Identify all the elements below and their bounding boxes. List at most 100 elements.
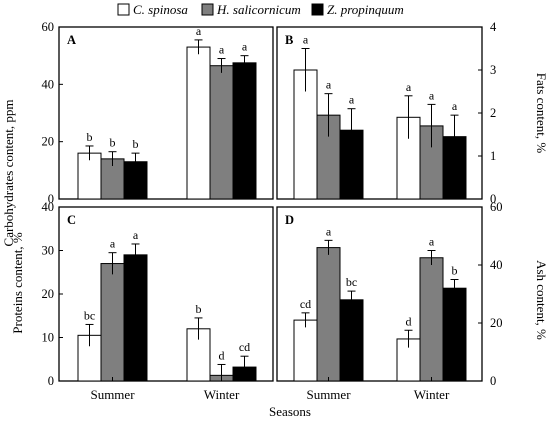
significance-letter: a bbox=[406, 80, 412, 94]
bar bbox=[419, 257, 444, 382]
significance-letter: a bbox=[326, 224, 332, 238]
bar bbox=[209, 65, 234, 200]
error-bar bbox=[85, 323, 94, 347]
bar bbox=[339, 299, 364, 382]
y-axis-label: Proteins content, % bbox=[10, 232, 25, 334]
significance-letter: d bbox=[219, 348, 225, 362]
error-bar bbox=[404, 95, 413, 139]
x-tick-label: Summer bbox=[90, 387, 135, 402]
error-bar bbox=[301, 48, 310, 92]
y-tick-label: 20 bbox=[490, 316, 503, 330]
significance-letter: a bbox=[196, 24, 202, 38]
panel-letter: C bbox=[67, 213, 76, 227]
error-bar bbox=[301, 312, 310, 328]
y-tick-label: 10 bbox=[42, 331, 55, 345]
significance-letter: b bbox=[110, 136, 116, 150]
bar bbox=[232, 62, 257, 200]
significance-letter: bc bbox=[346, 275, 357, 289]
error-bar bbox=[347, 108, 356, 152]
panel-letter: B bbox=[285, 33, 293, 47]
y-tick-label: 40 bbox=[42, 77, 55, 91]
legend-swatch bbox=[117, 3, 130, 16]
error-bar bbox=[404, 329, 413, 348]
panel-d: D 0 20 40 60 Ash content, % cd a bc Summer d a b Wint… bbox=[276, 200, 549, 402]
bar bbox=[293, 319, 318, 382]
bar bbox=[442, 287, 467, 382]
panel-frame bbox=[58, 26, 274, 200]
panel-letter: A bbox=[67, 33, 76, 47]
panel-b: B 0 1 2 3 4 Fats content, % a a a a a a bbox=[276, 20, 549, 206]
error-bar bbox=[450, 114, 459, 159]
x-tick-label: Winter bbox=[414, 387, 450, 402]
significance-letter: b bbox=[452, 264, 458, 278]
significance-letter: a bbox=[349, 93, 355, 107]
y-tick-label: 60 bbox=[42, 20, 55, 34]
y-axis-label: Fats content, % bbox=[534, 73, 549, 154]
panel-a: A 0 20 40 60 Carbohydrates content, ppm b b b a a a bbox=[1, 20, 274, 247]
error-bar bbox=[324, 239, 333, 255]
legend-label: Z. propinquum bbox=[327, 2, 404, 17]
significance-letter: a bbox=[452, 99, 458, 113]
significance-letter: b bbox=[196, 302, 202, 316]
error-bar bbox=[347, 290, 356, 309]
significance-letter: a bbox=[429, 88, 435, 102]
y-tick-label: 0 bbox=[48, 374, 54, 388]
legend: C. spinosa H. salicornicum Z. propinquum bbox=[117, 2, 404, 17]
legend-swatch bbox=[311, 3, 324, 16]
legend-label: H. salicornicum bbox=[216, 2, 301, 17]
significance-letter: b bbox=[87, 130, 93, 144]
significance-letter: a bbox=[242, 40, 248, 54]
error-bar bbox=[324, 93, 333, 137]
panel-letter: D bbox=[285, 213, 294, 227]
error-bar bbox=[217, 58, 226, 73]
significance-letter: a bbox=[110, 237, 116, 251]
y-tick-label: 60 bbox=[490, 200, 503, 214]
x-axis-title: Seasons bbox=[269, 404, 311, 419]
y-tick-label: 0 bbox=[490, 374, 496, 388]
significance-letter: bc bbox=[84, 308, 95, 322]
bar bbox=[316, 247, 341, 382]
y-tick-label: 40 bbox=[490, 258, 503, 272]
significance-letter: d bbox=[406, 314, 412, 328]
bar bbox=[123, 254, 148, 382]
panel-c: C 0 10 20 30 40 Proteins content, % bc a a Summer b… bbox=[10, 200, 274, 402]
y-tick-label: 0 bbox=[48, 192, 54, 206]
y-axis-label: Ash content, % bbox=[534, 260, 549, 340]
significance-letter: b bbox=[133, 137, 139, 151]
error-bar bbox=[108, 151, 117, 167]
error-bar bbox=[194, 317, 203, 340]
significance-letter: a bbox=[429, 235, 435, 249]
error-bar bbox=[85, 145, 94, 161]
y-tick-label: 2 bbox=[490, 106, 496, 120]
error-bar bbox=[131, 243, 140, 266]
significance-letter: a bbox=[326, 78, 332, 92]
y-tick-label: 30 bbox=[42, 244, 55, 258]
y-tick-label: 3 bbox=[490, 63, 496, 77]
y-tick-label: 4 bbox=[490, 20, 497, 34]
y-tick-label: 40 bbox=[42, 200, 55, 214]
error-bar bbox=[427, 250, 436, 265]
error-bar bbox=[194, 39, 203, 55]
error-bar bbox=[450, 279, 459, 297]
significance-letter: a bbox=[219, 43, 225, 57]
error-bar bbox=[131, 152, 140, 171]
significance-letter: cd bbox=[239, 340, 250, 354]
y-tick-label: 20 bbox=[42, 287, 55, 301]
y-tick-label: 20 bbox=[42, 135, 55, 149]
y-tick-label: 1 bbox=[490, 149, 496, 163]
error-bar bbox=[427, 103, 436, 148]
significance-letter: a bbox=[133, 228, 139, 242]
error-bar bbox=[240, 55, 249, 70]
significance-letter: a bbox=[303, 33, 309, 47]
error-bar bbox=[240, 355, 249, 378]
legend-swatch bbox=[201, 3, 214, 16]
bar bbox=[186, 46, 211, 200]
significance-letter: cd bbox=[300, 297, 311, 311]
y-axis-label: Carbohydrates content, ppm bbox=[1, 100, 16, 247]
error-bar bbox=[108, 252, 117, 275]
x-tick-label: Winter bbox=[204, 387, 240, 402]
y-tick-label: 0 bbox=[490, 192, 496, 206]
legend-label: C. spinosa bbox=[133, 2, 188, 17]
